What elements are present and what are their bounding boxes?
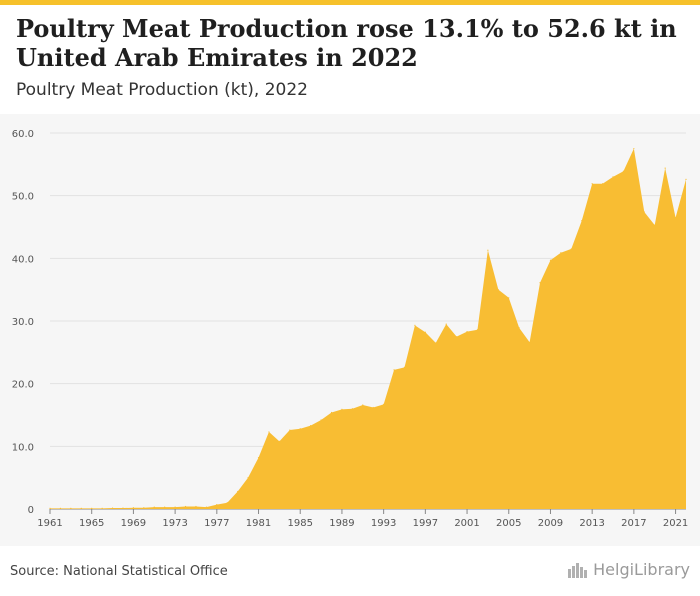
y-tick-label: 0 (28, 505, 34, 516)
x-tick-label: 1985 (288, 518, 313, 529)
data-point (195, 505, 197, 508)
source-note: Source: National Statistical Office (10, 564, 228, 579)
data-point (466, 331, 468, 333)
data-point (560, 252, 562, 254)
x-tick-label: 1993 (371, 518, 396, 529)
data-point (310, 425, 312, 427)
data-point (601, 183, 604, 185)
data-point (372, 406, 374, 409)
data-point (539, 282, 541, 284)
x-tick-label: 2017 (621, 518, 646, 529)
data-point (654, 224, 656, 226)
data-point (216, 504, 218, 506)
data-point (664, 167, 666, 169)
data-point (111, 507, 114, 509)
data-point (257, 457, 260, 459)
accent-bar (0, 0, 700, 5)
data-point (414, 324, 416, 326)
chart-subtitle: Poultry Meat Production (kt), 2022 (16, 80, 308, 100)
data-point (91, 507, 93, 509)
data-point (132, 507, 135, 509)
data-point (70, 507, 72, 509)
data-point (518, 327, 520, 329)
series-layer (49, 148, 687, 510)
data-point (184, 505, 187, 508)
x-tick-label: 1997 (413, 518, 438, 529)
x-axis-ticks: 1961 1965 1969 1973 1977 1981 1985 1989 1993 1997… (37, 508, 688, 529)
data-point (362, 404, 364, 406)
x-tick-label: 2005 (496, 518, 521, 529)
data-point (278, 440, 280, 442)
data-point (330, 411, 333, 414)
x-tick-label: 1965 (79, 518, 104, 529)
data-point (153, 506, 155, 508)
data-point (174, 506, 176, 508)
page-title: Poultry Meat Production rose 13.1% to 52… (16, 14, 677, 72)
data-point (445, 323, 447, 325)
data-point (59, 507, 62, 509)
data-point (247, 477, 249, 479)
y-tick-label: 50.0 (12, 192, 34, 203)
data-point (268, 431, 270, 433)
data-point (549, 259, 552, 261)
data-point (612, 176, 614, 178)
data-point (674, 217, 677, 219)
data-point (393, 369, 395, 371)
x-tick-label: 2021 (663, 518, 688, 529)
data-point (143, 507, 145, 509)
data-point (237, 490, 239, 493)
data-point (685, 178, 687, 180)
x-tick-label: 1977 (204, 518, 229, 529)
series-area (50, 148, 686, 510)
x-tick-label: 2009 (538, 518, 563, 529)
x-tick-label: 1973 (162, 518, 187, 529)
data-point (383, 403, 385, 405)
data-point (591, 183, 593, 185)
data-point (351, 408, 353, 410)
data-point (80, 507, 82, 509)
data-point (456, 336, 458, 338)
data-point (299, 428, 301, 430)
y-axis-ticks: 0 10.0 20.0 30.0 40.0 50.0 60.0 (12, 129, 34, 516)
data-point (289, 429, 291, 431)
x-tick-label: 1989 (329, 518, 354, 529)
brand-logo: HelgiLibrary (567, 560, 690, 579)
y-tick-label: 60.0 (12, 129, 34, 140)
data-point (643, 211, 645, 213)
data-point (164, 506, 166, 508)
data-point (424, 331, 426, 333)
library-icon (568, 562, 588, 578)
y-tick-label: 40.0 (12, 254, 34, 265)
data-point (403, 366, 406, 368)
data-point (487, 249, 489, 251)
data-point (497, 289, 499, 291)
y-tick-label: 10.0 (12, 442, 34, 453)
y-tick-label: 30.0 (12, 317, 34, 328)
data-point (476, 329, 479, 331)
x-tick-label: 1961 (37, 518, 62, 529)
y-tick-label: 20.0 (12, 380, 34, 391)
data-point (508, 297, 510, 299)
data-point (320, 419, 322, 421)
data-point (205, 506, 207, 508)
x-tick-label: 1969 (121, 518, 146, 529)
x-tick-label: 2001 (454, 518, 479, 529)
data-point (341, 408, 343, 410)
brand-name: HelgiLibrary (593, 560, 690, 579)
data-point (101, 507, 103, 509)
data-point (633, 148, 635, 150)
data-point (581, 220, 583, 222)
data-point (122, 507, 124, 509)
data-point (226, 502, 228, 504)
data-point (622, 170, 625, 172)
data-point (570, 248, 572, 250)
x-tick-label: 2013 (579, 518, 604, 529)
data-point (435, 342, 437, 344)
data-point (529, 341, 531, 343)
x-tick-label: 1981 (246, 518, 271, 529)
data-point (49, 507, 51, 509)
